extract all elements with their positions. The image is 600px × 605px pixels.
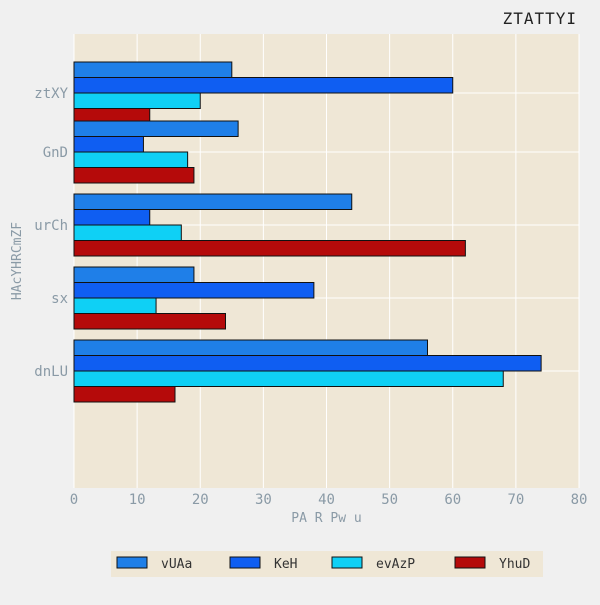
bar <box>74 121 238 137</box>
x-tick-label: 10 <box>129 492 146 508</box>
chart-title: ZTATTYI <box>503 9 577 28</box>
bar <box>74 93 200 109</box>
bar <box>74 210 150 226</box>
legend: vUAa KeH evAzP YhuD <box>111 551 543 577</box>
legend-label: KeH <box>274 557 297 572</box>
y-tick-label: sx <box>51 291 68 307</box>
bar <box>74 298 156 314</box>
bar <box>74 283 314 299</box>
bar <box>74 168 194 184</box>
bar <box>74 152 188 168</box>
y-tick-label: ztXY <box>34 86 68 102</box>
legend-swatch <box>455 557 485 568</box>
x-tick-label: 20 <box>192 492 209 508</box>
x-tick-label: 60 <box>444 492 461 508</box>
legend-swatch <box>230 557 260 568</box>
legend-label: vUAa <box>161 557 192 572</box>
x-tick-label: 40 <box>318 492 335 508</box>
y-tick-label: GnD <box>43 145 68 161</box>
bar <box>74 314 226 330</box>
legend-label: evAzP <box>376 557 415 572</box>
bar <box>74 356 541 372</box>
bar <box>74 340 428 356</box>
bar <box>74 241 465 257</box>
bar <box>74 267 194 283</box>
bar <box>74 62 232 78</box>
y-axis-title: HAcYHRCmZF <box>10 222 25 300</box>
bar <box>74 387 175 403</box>
bar <box>74 225 181 241</box>
x-tick-label: 80 <box>571 492 588 508</box>
bar <box>74 137 143 153</box>
x-tick-label: 30 <box>255 492 272 508</box>
x-axis-title: PA R Pw u <box>291 511 361 526</box>
x-tick-label: 70 <box>507 492 524 508</box>
legend-swatch <box>332 557 362 568</box>
y-tick-label: dnLU <box>34 364 68 380</box>
x-tick-label: 0 <box>70 492 78 508</box>
legend-swatch <box>117 557 147 568</box>
bar <box>74 194 352 210</box>
bar <box>74 371 503 387</box>
y-tick-label: urCh <box>34 218 68 234</box>
bar <box>74 78 453 94</box>
legend-label: YhuD <box>499 557 530 572</box>
x-tick-label: 50 <box>381 492 398 508</box>
